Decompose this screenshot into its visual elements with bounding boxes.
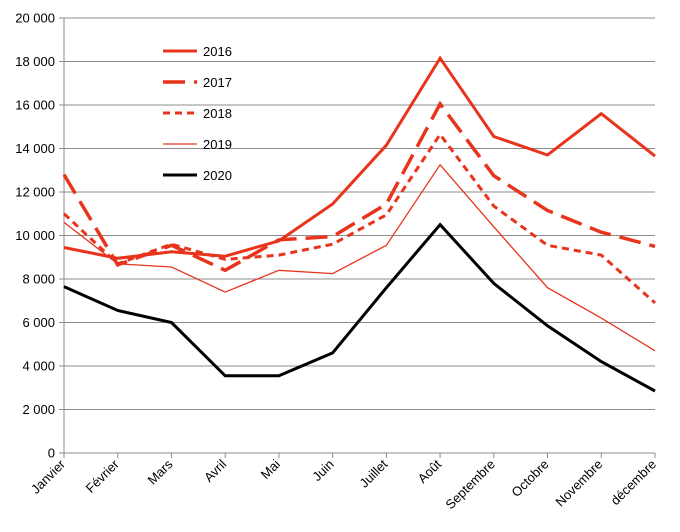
- legend-label-2018: 2018: [203, 106, 232, 121]
- gridlines: [64, 17, 655, 410]
- x-tick-label: Juillet: [356, 456, 390, 490]
- legend-label-2017: 2017: [203, 75, 232, 90]
- series-line-2017: [62, 100, 656, 273]
- x-axis-tick-labels: Janvier Février Mars Avril Mai Juin Juillet Aoû…: [28, 456, 659, 512]
- legend-label-2016: 2016: [203, 44, 232, 59]
- legend-label-2020: 2020: [203, 168, 232, 183]
- x-tick-label: Septembre: [442, 457, 498, 513]
- x-tick-label: Novembre: [552, 457, 605, 510]
- x-tick-label: décembre: [608, 457, 659, 508]
- y-tick-label: 14 000: [15, 141, 55, 156]
- y-axis-tick-labels: 0 2 000 4 000 6 000 8 000 10 000 12 000 14 000 1…: [15, 11, 55, 461]
- y-tick-label: 2 000: [22, 402, 55, 417]
- axes: [59, 17, 656, 458]
- x-tick-label: Avril: [201, 456, 229, 484]
- y-tick-label: 20 000: [15, 11, 55, 26]
- x-tick-label: Mars: [145, 456, 176, 487]
- legend-label-2019: 2019: [203, 137, 232, 152]
- x-tick-label: Février: [83, 456, 123, 496]
- y-tick-label: 0: [48, 446, 55, 461]
- y-tick-label: 16 000: [15, 98, 55, 113]
- x-tick-label: Août: [415, 456, 445, 486]
- y-tick-label: 18 000: [15, 54, 55, 69]
- series-lines: [62, 55, 656, 393]
- y-tick-label: 4 000: [22, 359, 55, 374]
- y-tick-label: 8 000: [22, 272, 55, 287]
- x-tick-label: Janvier: [28, 456, 69, 497]
- series-line-2020: [63, 222, 656, 393]
- y-tick-label: 10 000: [15, 228, 55, 243]
- legend: 2016 2017 2018 2019 2020: [163, 44, 232, 183]
- x-tick-label: Octobre: [508, 457, 551, 500]
- y-tick-label: 6 000: [22, 315, 55, 330]
- x-tick-label: Mai: [258, 456, 283, 481]
- series-line-2016: [63, 55, 656, 260]
- x-tick-label: Juin: [309, 457, 336, 484]
- y-tick-label: 12 000: [15, 185, 55, 200]
- series-line-2018: [62, 131, 656, 305]
- series-line-2019: [63, 163, 656, 352]
